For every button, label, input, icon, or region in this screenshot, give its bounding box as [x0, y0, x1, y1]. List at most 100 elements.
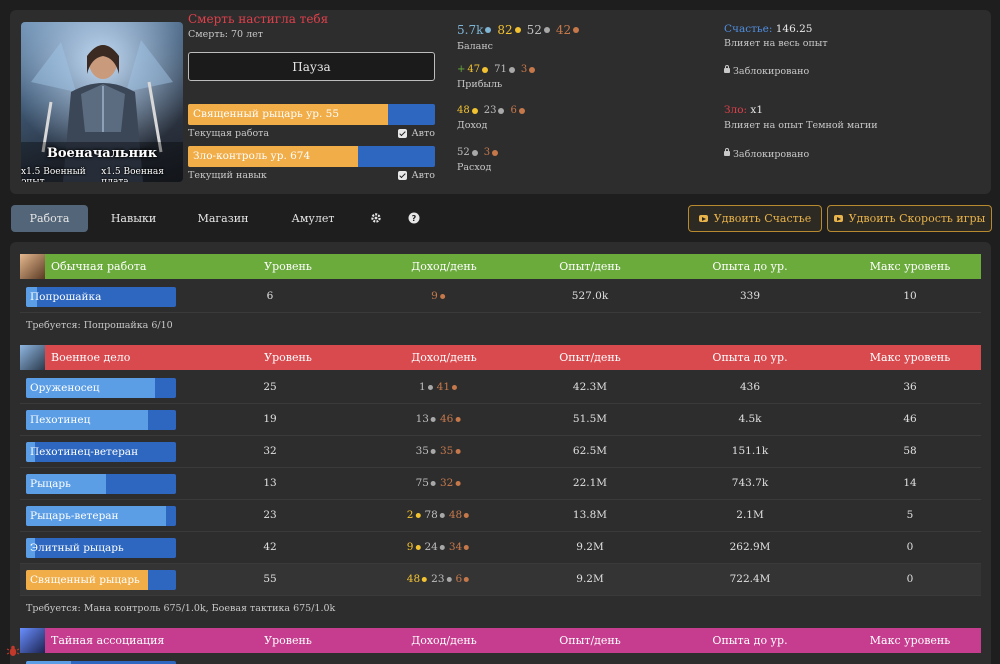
- current-job-progress-fill: [188, 104, 389, 125]
- job-name: Элитный рыцарь: [30, 542, 124, 554]
- job-progress-button[interactable]: Рыцарь-ветеран: [26, 506, 176, 526]
- job-income: 9: [431, 290, 449, 302]
- bonus-military-xp: x1.5 Военный опыт: [21, 167, 86, 182]
- income-silver: 24: [424, 541, 438, 553]
- bug-report-icon[interactable]: [6, 644, 20, 658]
- tab-jobs[interactable]: Работа: [11, 205, 88, 232]
- job-progress-button[interactable]: Пехотинец: [26, 410, 176, 430]
- profit-sign: +: [457, 64, 466, 75]
- job-max-level: 14: [903, 477, 917, 489]
- happiness-row: Счастье: 146.25: [724, 23, 813, 35]
- table-row: Оруженосец 25 1 41 42.3M 436 36: [20, 372, 981, 404]
- income-gold: 48: [457, 105, 470, 116]
- current-skill-row: Текущий навык Авто: [188, 170, 435, 181]
- category-header: Тайная ассоциация Уровень Доход/день Опыт/д…: [20, 628, 981, 653]
- lock-icon: [724, 148, 730, 156]
- evil-value: x1: [750, 104, 764, 116]
- svg-text:?: ?: [412, 214, 417, 223]
- category-name: Тайная ассоциация: [51, 634, 165, 647]
- boost-speed-button[interactable]: Удвоить Скорость игры: [827, 205, 992, 232]
- table-row: Ученик018.8M106.0k0: [20, 655, 981, 664]
- job-max-level: 0: [906, 573, 914, 585]
- income-amount: 48 23 6: [457, 105, 529, 116]
- job-auto-checkbox[interactable]: [398, 129, 408, 138]
- income-gold: 9: [406, 541, 414, 553]
- copper-coin-icon: [455, 448, 461, 454]
- skill-auto-toggle[interactable]: Авто: [398, 170, 435, 181]
- happiness-locked: Заблокировано: [724, 65, 809, 77]
- income-copper: 41: [436, 381, 451, 393]
- category-name: Обычная работа: [51, 260, 147, 273]
- category-name: Военное дело: [51, 351, 131, 364]
- category-header: Обычная работа Уровень Доход/день Опыт/день…: [20, 254, 981, 279]
- category-avatar-icon: [20, 628, 45, 653]
- job-xp: 527.0k: [571, 290, 609, 302]
- copper-coin-icon: [573, 27, 580, 33]
- job-level: 32: [263, 445, 277, 457]
- job-xp-left: 436: [739, 381, 761, 393]
- copper-coin-icon: [455, 480, 461, 486]
- income-copper: 35: [440, 445, 454, 457]
- gear-icon[interactable]: [370, 212, 382, 224]
- current-job-row: Текущая работа Авто: [188, 128, 435, 139]
- job-income: 13 46: [416, 413, 465, 425]
- job-auto-label: Авто: [411, 128, 435, 139]
- income-copper: 32: [440, 477, 454, 489]
- income-copper: 6: [455, 573, 463, 585]
- gold-coin-icon: [471, 107, 478, 114]
- video-ad-icon: [698, 215, 708, 222]
- character-bonuses: x1.5 Военный опыт x1.5 Военная плата: [21, 167, 183, 182]
- job-income: 1 41: [419, 381, 461, 393]
- job-xp: 62.5M: [572, 445, 608, 457]
- current-skill-caption: Текущий навык: [188, 170, 267, 181]
- job-progress-fill: [26, 506, 166, 526]
- job-auto-toggle[interactable]: Авто: [398, 128, 435, 139]
- job-progress-button[interactable]: Элитный рыцарь: [26, 538, 176, 558]
- help-icon[interactable]: ?: [408, 212, 420, 224]
- tab-skills[interactable]: Навыки: [110, 212, 157, 225]
- table-row: Пехотинец 19 13 46 51.5M 4.5k 46: [20, 404, 981, 436]
- silver-coin-icon: [446, 576, 452, 582]
- job-name: Пехотинец: [30, 414, 91, 426]
- boost-happiness-button[interactable]: Удвоить Счастье: [688, 205, 822, 232]
- gold-coin-icon: [415, 544, 421, 550]
- boost-speed-label: Удвоить Скорость игры: [848, 212, 986, 225]
- current-job-label: Священный рыцарь ур. 55: [193, 108, 340, 120]
- column-max-level: Макс уровень: [869, 351, 951, 364]
- job-progress-fill: [26, 570, 148, 590]
- pause-button[interactable]: Пауза: [188, 52, 435, 81]
- job-progress-button[interactable]: Оруженосец: [26, 378, 176, 398]
- copper-coin-icon: [455, 416, 461, 422]
- silver-coin-icon: [431, 480, 436, 486]
- job-progress-button[interactable]: Пехотинец-ветеран: [26, 442, 176, 462]
- expense-copper: 3: [483, 147, 491, 158]
- job-level: 25: [263, 381, 277, 393]
- tab-shop[interactable]: Магазин: [197, 212, 249, 225]
- job-level: 19: [263, 413, 277, 425]
- job-progress-button[interactable]: Ученик: [26, 661, 176, 664]
- tab-amulet[interactable]: Амулет: [291, 212, 335, 225]
- death-title: Смерть настигла тебя: [188, 12, 329, 26]
- copper-coin-icon: [464, 576, 470, 582]
- table-row: Попрошайка 6 9 527.0k 339 10: [20, 281, 981, 313]
- silver-coin-icon: [508, 66, 515, 73]
- job-level: 23: [263, 509, 277, 521]
- job-income: 75 32: [416, 477, 465, 489]
- jobs-table: Обычная работа Уровень Доход/день Опыт/день…: [10, 242, 991, 664]
- job-progress-button[interactable]: Священный рыцарь: [26, 570, 176, 590]
- skill-auto-checkbox[interactable]: [398, 171, 408, 180]
- evil-locked: Заблокировано: [724, 148, 809, 160]
- character-portrait: Военачальник x1.5 Военный опыт x1.5 Воен…: [21, 22, 183, 182]
- silver-coin-icon: [471, 149, 478, 156]
- job-progress-button[interactable]: Попрошайка: [26, 287, 176, 307]
- current-job-progress-bar: Священный рыцарь ур. 55: [188, 104, 435, 125]
- job-xp: 9.2M: [576, 573, 604, 585]
- column-xp: Опыт/день: [559, 260, 621, 273]
- table-row: Пехотинец-ветеран 32 35 35 62.5M 151.1k 58: [20, 436, 981, 468]
- copper-coin-icon: [492, 149, 499, 156]
- job-income: 48 23 6: [407, 573, 473, 585]
- expense-silver: 52: [457, 147, 470, 158]
- job-progress-button[interactable]: Рыцарь: [26, 474, 176, 494]
- gold-coin-icon: [514, 27, 521, 33]
- job-name: Священный рыцарь: [30, 574, 140, 586]
